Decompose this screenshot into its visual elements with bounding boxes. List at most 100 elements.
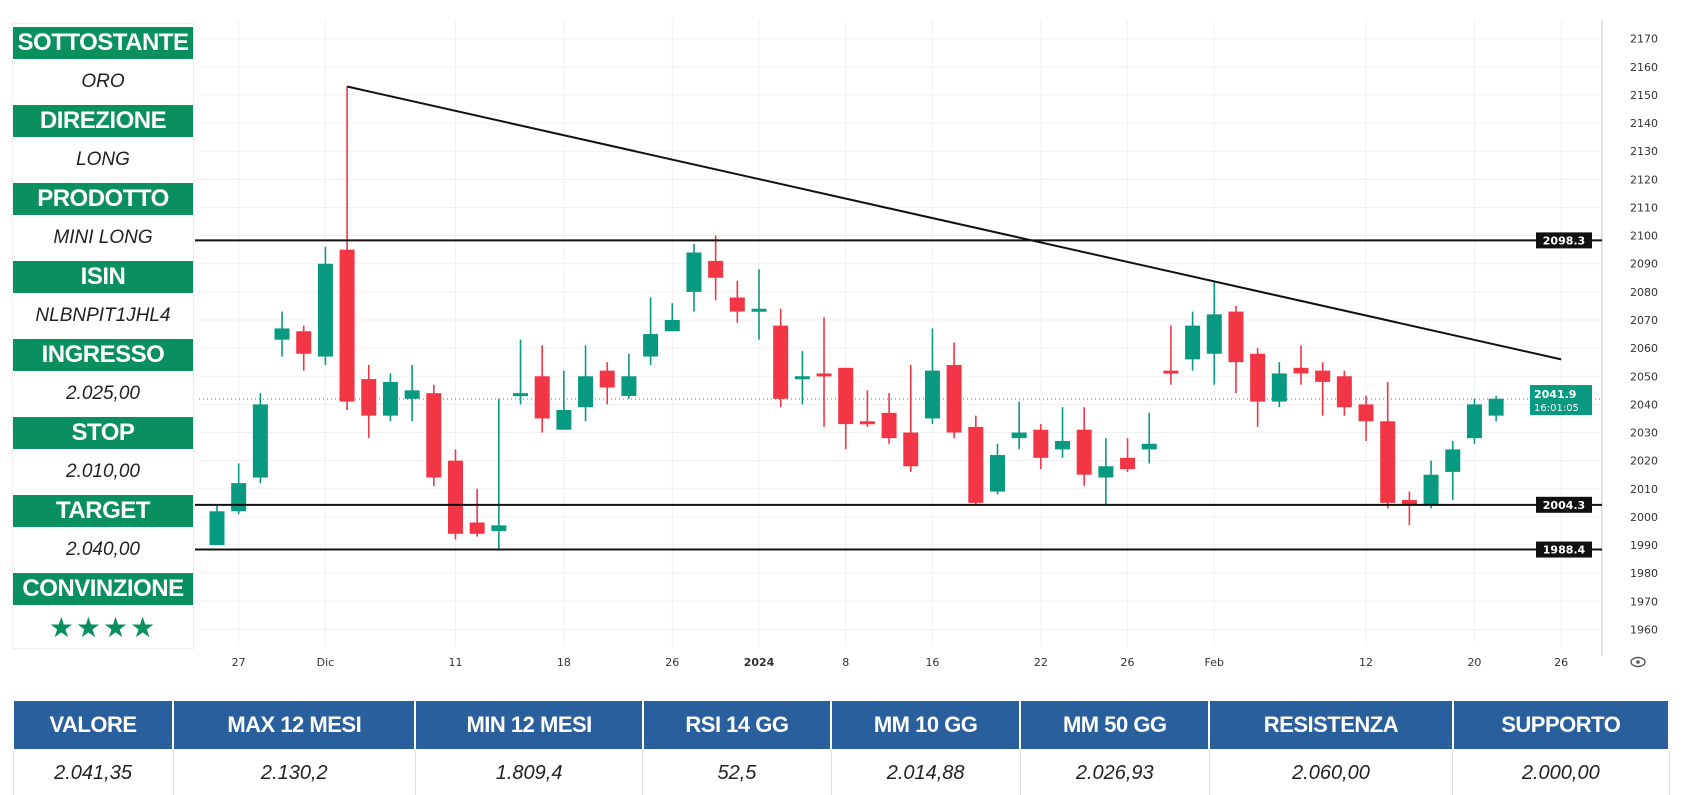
x-tick-label: 18: [557, 656, 571, 669]
candle-body: [209, 511, 225, 546]
candle: [1466, 398, 1482, 444]
candle: [404, 365, 420, 422]
candle-body: [1141, 443, 1157, 450]
candle-body: [924, 370, 940, 419]
candle-body: [1206, 314, 1222, 354]
y-tick-label: 2110: [1630, 201, 1658, 214]
panel-label-direzione: DIREZIONE: [13, 105, 193, 137]
price-chart[interactable]: 1960 1970 1980 1990 2000 2010 2020 2030 2040 2050…: [195, 0, 1687, 680]
candle-body: [989, 455, 1005, 492]
y-tick-label: 2060: [1630, 342, 1658, 355]
candle-body: [426, 393, 442, 478]
candle-body: [968, 426, 984, 503]
panel-value-sottostante: ORO: [81, 71, 125, 92]
candle: [1380, 381, 1396, 509]
x-tick-label: 26: [665, 656, 679, 669]
candle: [859, 390, 875, 427]
candle: [534, 345, 550, 433]
candle: [1185, 311, 1201, 371]
candle-body: [534, 376, 550, 419]
level-price-label: 2004.3: [1543, 499, 1585, 512]
candle-body: [382, 381, 398, 416]
y-tick-label: 2050: [1630, 370, 1658, 383]
panel-label-sottostante: SOTTOSTANTE: [13, 27, 193, 59]
y-tick-label: 2030: [1630, 427, 1658, 440]
candle-body: [773, 325, 789, 399]
candle: [1098, 438, 1114, 506]
panel-label-stop: STOP: [13, 417, 193, 449]
candle-body: [1293, 367, 1309, 374]
y-tick-label: 2010: [1630, 483, 1658, 496]
candle-body: [231, 483, 247, 512]
candle: [838, 367, 854, 450]
candle-body: [1336, 376, 1352, 408]
candle: [1206, 280, 1222, 385]
candle-body: [339, 249, 355, 402]
candle-body: [1358, 404, 1374, 422]
panel-label-prodotto: PRODOTTO: [13, 183, 193, 215]
stats-table: VALORE MAX 12 MESI MIN 12 MESI RSI 14 GG MM …: [11, 699, 1671, 795]
candle-body: [881, 412, 897, 439]
stats-header: MM 50 GG: [1019, 699, 1211, 751]
x-tick-label: 11: [448, 656, 462, 669]
candle-body: [599, 370, 615, 388]
candle: [621, 353, 637, 399]
rating-stars: ★★★★: [48, 612, 158, 643]
candle-body: [1228, 311, 1244, 363]
y-tick-label: 1970: [1630, 595, 1658, 608]
y-tick-label: 2160: [1630, 61, 1658, 74]
x-tick-label: Dic: [317, 656, 335, 669]
candle: [946, 342, 962, 439]
candle-body: [903, 432, 919, 467]
y-tick-label: 2130: [1630, 145, 1658, 158]
candle-body: [708, 260, 724, 278]
candle: [578, 345, 594, 422]
candle: [1488, 395, 1504, 422]
candle-body: [1271, 373, 1287, 402]
candle: [1163, 325, 1179, 385]
level-price-label: 1988.4: [1543, 544, 1586, 557]
trendline: [346, 85, 1562, 361]
candle-body: [816, 373, 832, 377]
x-tick-label: Feb: [1205, 656, 1224, 669]
candle: [729, 280, 745, 323]
panel-label-ingresso: INGRESSO: [13, 339, 193, 371]
candle: [1445, 440, 1461, 501]
panel-value-prodotto: MINI LONG: [53, 227, 153, 248]
stats-header: RESISTENZA: [1208, 699, 1454, 751]
candle: [794, 350, 810, 405]
candle-body: [1185, 325, 1201, 360]
candle-body: [556, 410, 572, 430]
panel-value-stop: 2.010,00: [66, 461, 140, 482]
x-tick-label: 22: [1034, 656, 1048, 669]
y-tick-label: 1960: [1630, 623, 1658, 636]
candle: [491, 398, 507, 551]
stats-value: 52,5: [642, 750, 832, 795]
candle: [816, 317, 832, 427]
candle: [1228, 305, 1244, 394]
candle: [1141, 412, 1157, 464]
candle-body: [1033, 429, 1049, 458]
level-price-badge: [1536, 496, 1592, 513]
candle: [751, 269, 767, 340]
level-price-badge: [1536, 232, 1592, 249]
stats-header: MAX 12 MESI: [172, 699, 417, 751]
candle-body: [859, 421, 875, 425]
stats-header: MIN 12 MESI: [414, 699, 644, 751]
stats-value-row: 2.041,35 2.130,2 1.809,4 52,5 2.014,88 2.026,…: [12, 750, 1670, 795]
panel-value-direzione: LONG: [76, 149, 130, 170]
eye-icon-pupil: [1636, 660, 1640, 664]
y-tick-label: 2140: [1630, 117, 1658, 130]
candle-body: [404, 390, 420, 399]
stats-value: 1.809,4: [414, 750, 644, 795]
candle-body: [751, 308, 767, 312]
candle-body: [664, 320, 680, 332]
y-tick-label: 2020: [1630, 455, 1658, 468]
candle: [599, 362, 615, 405]
candle: [664, 303, 680, 332]
y-tick-label: 2090: [1630, 258, 1658, 271]
candle: [274, 311, 290, 357]
candle: [469, 488, 485, 537]
candle: [382, 373, 398, 422]
candle: [1011, 401, 1027, 450]
